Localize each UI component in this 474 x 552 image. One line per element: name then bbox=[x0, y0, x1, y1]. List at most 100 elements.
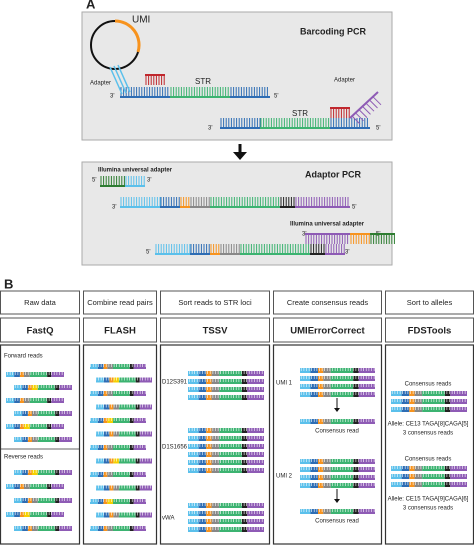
step-cell bbox=[83, 290, 157, 315]
end: 3' bbox=[302, 232, 306, 238]
read-ticks bbox=[391, 474, 467, 477]
read-ticks bbox=[300, 467, 375, 470]
read-ticks bbox=[188, 460, 264, 463]
tool: TSSV bbox=[203, 326, 228, 337]
read-ticks bbox=[90, 499, 146, 502]
umi: UMI bbox=[132, 15, 150, 26]
read-ticks bbox=[391, 407, 467, 410]
heading: Consensus reads bbox=[405, 382, 452, 388]
read-ticks bbox=[14, 411, 72, 414]
end: 3' bbox=[147, 178, 151, 184]
read-ticks bbox=[90, 391, 146, 394]
read-ticks bbox=[96, 377, 152, 381]
tool: UMIErrorCorrect bbox=[290, 326, 365, 337]
base bbox=[365, 102, 375, 112]
arrow-head bbox=[334, 408, 340, 412]
read-ticks bbox=[300, 419, 375, 422]
consensus: Consensus read bbox=[315, 519, 359, 525]
content-box bbox=[272, 344, 383, 545]
count: 3 consensus reads bbox=[403, 506, 453, 512]
read-ticks bbox=[96, 404, 152, 408]
tool: FLASH bbox=[104, 326, 136, 337]
read-ticks bbox=[6, 484, 64, 487]
read-ticks bbox=[6, 512, 64, 515]
read-ticks bbox=[96, 458, 152, 462]
read-ticks bbox=[300, 384, 375, 387]
read-ticks bbox=[14, 437, 72, 440]
step-cell bbox=[160, 290, 270, 315]
base bbox=[351, 115, 361, 125]
read-ticks bbox=[188, 452, 264, 455]
allele: Allele: CE15 TAGA[9]CAGA[6] bbox=[388, 497, 469, 503]
tool-cell bbox=[160, 317, 270, 343]
read-ticks bbox=[188, 379, 264, 382]
tool: FastQ bbox=[27, 326, 54, 337]
read-ticks bbox=[300, 392, 375, 395]
title: Barcoding PCR bbox=[300, 26, 367, 36]
tool-cell bbox=[0, 317, 80, 343]
tool-cell bbox=[83, 317, 157, 343]
arrow-head bbox=[233, 152, 247, 160]
content-box bbox=[384, 344, 474, 545]
read-ticks bbox=[188, 428, 264, 431]
read-ticks bbox=[188, 387, 264, 390]
read-ticks bbox=[188, 519, 264, 522]
read-ticks bbox=[90, 364, 146, 367]
umi-arc bbox=[114, 19, 141, 53]
read-ticks bbox=[14, 498, 72, 501]
step: Combine read pairs bbox=[87, 298, 153, 307]
tool: FDSTools bbox=[408, 326, 452, 337]
adapter: Illumina universal adapter bbox=[290, 222, 365, 228]
locus: D1S1656 bbox=[162, 445, 188, 451]
read-ticks bbox=[188, 436, 264, 439]
label: Forward reads bbox=[4, 354, 43, 360]
end: 5' bbox=[274, 94, 278, 100]
tool-cell bbox=[273, 317, 382, 343]
title: Adaptor PCR bbox=[305, 169, 362, 179]
step: Sort reads to STR loci bbox=[178, 298, 252, 307]
panel-label: B bbox=[4, 276, 13, 291]
base bbox=[369, 99, 378, 109]
consensus: Consensus read bbox=[315, 429, 359, 435]
base bbox=[362, 106, 371, 115]
end: 5' bbox=[352, 205, 356, 211]
read-ticks bbox=[300, 509, 375, 512]
adapter: Adapter bbox=[90, 81, 111, 87]
read-ticks bbox=[391, 391, 467, 394]
read-ticks bbox=[391, 466, 467, 469]
base bbox=[355, 112, 364, 122]
read-ticks bbox=[14, 385, 72, 388]
count: 3 consensus reads bbox=[403, 431, 453, 437]
step: Create consensus reads bbox=[287, 298, 369, 307]
label: Reverse reads bbox=[4, 455, 43, 461]
read-ticks bbox=[188, 371, 264, 374]
end: 3' bbox=[345, 250, 349, 256]
step-cell bbox=[0, 290, 80, 315]
end: 5' bbox=[92, 178, 96, 184]
adapter: Illumina universal adapter bbox=[98, 168, 173, 174]
panel-label: A bbox=[86, 0, 96, 11]
content-box bbox=[0, 344, 81, 545]
read-ticks bbox=[391, 482, 467, 485]
read-ticks bbox=[300, 368, 375, 371]
allele: Allele: CE13 TAGA[8]CAGA[5] bbox=[388, 422, 469, 428]
heading: Consensus reads bbox=[405, 457, 452, 463]
read-ticks bbox=[391, 399, 467, 402]
arrow-head bbox=[334, 499, 340, 503]
end: 5' bbox=[376, 126, 380, 132]
read-ticks bbox=[6, 398, 64, 401]
read-ticks bbox=[14, 526, 72, 529]
read-ticks bbox=[90, 445, 146, 448]
read-ticks bbox=[96, 485, 152, 489]
umi: UMI 2 bbox=[276, 474, 293, 480]
read-ticks bbox=[188, 444, 264, 447]
step: Raw data bbox=[24, 298, 57, 307]
end: 5' bbox=[146, 250, 150, 256]
locus: D12S391 bbox=[162, 380, 188, 386]
step-cell bbox=[273, 290, 382, 315]
adapter-tail bbox=[349, 91, 379, 119]
end: 3' bbox=[110, 94, 114, 100]
end: 3' bbox=[112, 205, 116, 211]
read-ticks bbox=[90, 526, 146, 529]
